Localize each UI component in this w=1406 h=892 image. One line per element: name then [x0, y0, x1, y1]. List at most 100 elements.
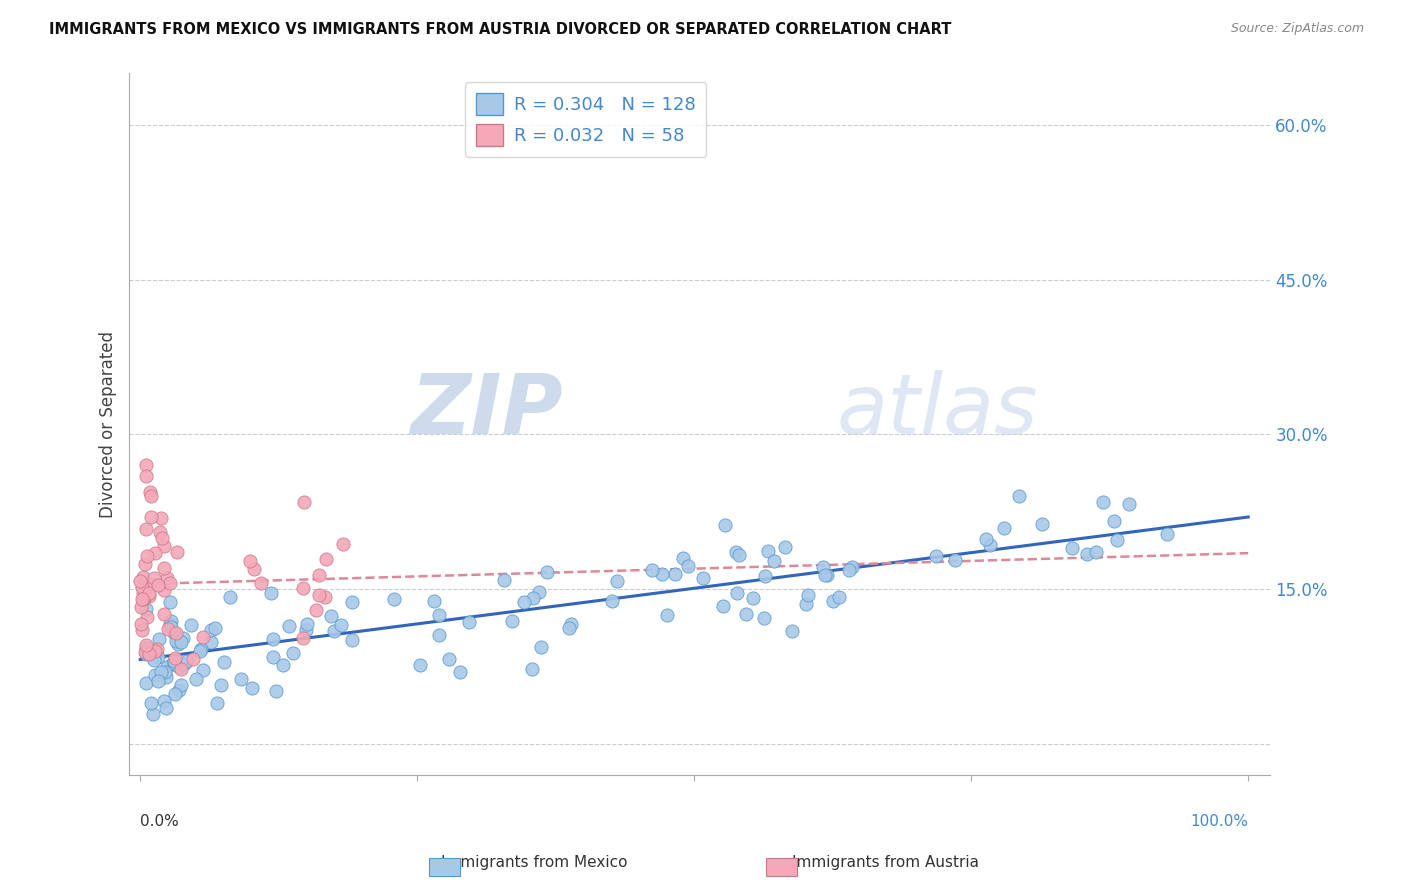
- Point: [273, 657, 295, 672]
- Point: [148, 632, 170, 646]
- Point: [163, 651, 186, 665]
- Point: [291, 631, 314, 645]
- Point: [262, 650, 284, 665]
- Point: [262, 632, 284, 646]
- Point: [727, 549, 749, 563]
- Point: [1118, 497, 1140, 511]
- Point: [146, 673, 169, 688]
- Point: [150, 511, 173, 525]
- Point: [340, 632, 363, 647]
- Point: [138, 577, 160, 591]
- Point: [131, 624, 153, 638]
- Point: [277, 619, 299, 633]
- Point: [141, 489, 163, 503]
- Point: [190, 642, 212, 657]
- Point: [305, 603, 328, 617]
- Point: [188, 644, 211, 658]
- Point: [457, 615, 479, 630]
- Point: [243, 562, 266, 576]
- Point: [135, 458, 157, 473]
- Point: [714, 517, 737, 532]
- Point: [520, 661, 543, 675]
- Point: [239, 554, 262, 568]
- Point: [139, 484, 162, 499]
- Point: [219, 591, 242, 605]
- Text: ZIP: ZIP: [411, 369, 562, 450]
- Point: [979, 538, 1001, 552]
- Point: [672, 550, 695, 565]
- Point: [1105, 533, 1128, 548]
- Point: [813, 560, 835, 574]
- Point: [152, 531, 174, 545]
- Point: [129, 616, 152, 631]
- Point: [530, 640, 553, 654]
- Text: Immigrants from Mexico: Immigrants from Mexico: [441, 855, 627, 870]
- Point: [513, 595, 536, 609]
- Point: [974, 533, 997, 547]
- Point: [156, 571, 179, 585]
- Point: [191, 630, 214, 644]
- Point: [763, 554, 786, 568]
- Point: [260, 586, 283, 600]
- Point: [314, 590, 336, 604]
- Point: [943, 553, 966, 567]
- Point: [132, 592, 155, 607]
- Point: [135, 602, 157, 616]
- Point: [160, 657, 183, 671]
- Point: [204, 621, 226, 635]
- Point: [250, 576, 273, 591]
- Point: [163, 654, 186, 668]
- Point: [205, 696, 228, 710]
- Point: [131, 592, 153, 607]
- Point: [828, 590, 851, 604]
- Point: [560, 617, 582, 632]
- Point: [423, 593, 446, 607]
- Point: [159, 617, 181, 632]
- Point: [159, 575, 181, 590]
- Point: [209, 678, 232, 692]
- Point: [134, 558, 156, 572]
- Point: [143, 571, 166, 585]
- Point: [754, 569, 776, 583]
- Point: [841, 560, 863, 574]
- Text: IMMIGRANTS FROM MEXICO VS IMMIGRANTS FROM AUSTRIA DIVORCED OR SEPARATED CORRELAT: IMMIGRANTS FROM MEXICO VS IMMIGRANTS FRO…: [49, 22, 952, 37]
- Point: [711, 599, 734, 614]
- Point: [752, 610, 775, 624]
- Point: [162, 625, 184, 640]
- Point: [925, 549, 948, 563]
- Point: [129, 574, 152, 588]
- Point: [138, 647, 160, 661]
- Point: [135, 549, 157, 563]
- Point: [149, 524, 172, 539]
- Point: [492, 573, 515, 587]
- Y-axis label: Divorced or Separated: Divorced or Separated: [100, 331, 117, 517]
- Point: [132, 570, 155, 584]
- Point: [676, 559, 699, 574]
- Point: [292, 581, 315, 595]
- Legend: R = 0.304   N = 128, R = 0.032   N = 58: R = 0.304 N = 128, R = 0.032 N = 58: [465, 82, 706, 157]
- Point: [657, 608, 679, 623]
- Point: [176, 654, 198, 668]
- Text: 0.0%: 0.0%: [141, 814, 179, 829]
- Point: [527, 585, 550, 599]
- Point: [184, 672, 207, 686]
- Point: [193, 663, 215, 677]
- Point: [427, 608, 450, 623]
- Point: [131, 580, 153, 594]
- Point: [146, 649, 169, 664]
- Point: [167, 660, 190, 674]
- Point: [180, 618, 202, 632]
- Point: [501, 614, 523, 628]
- Point: [135, 676, 157, 690]
- Point: [796, 597, 818, 611]
- Point: [129, 600, 152, 615]
- Point: [664, 566, 686, 581]
- Point: [138, 589, 160, 603]
- Point: [725, 586, 748, 600]
- Point: [142, 707, 165, 722]
- Point: [1091, 495, 1114, 509]
- Point: [558, 621, 581, 635]
- Point: [264, 683, 287, 698]
- Point: [315, 552, 337, 566]
- Point: [641, 563, 664, 577]
